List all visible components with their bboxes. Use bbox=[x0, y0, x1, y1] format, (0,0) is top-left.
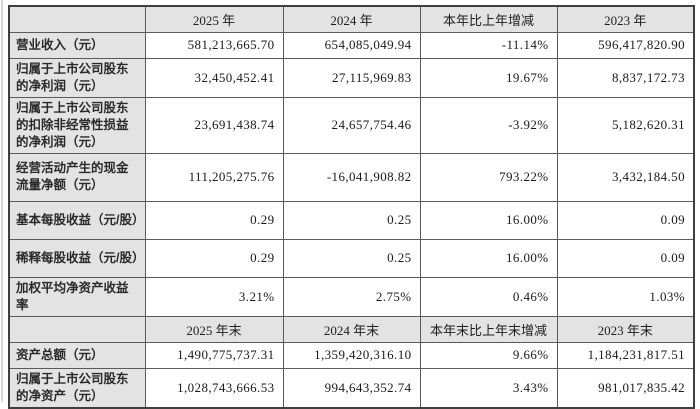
financial-summary-table: 2025 年 2024 年 本年比上年增减 2023 年 营业收入（元） 581… bbox=[8, 5, 695, 409]
value-cell: 0.29 bbox=[144, 200, 284, 240]
value-cell: 23,691,438.74 bbox=[144, 96, 284, 154]
value-cell: 27,115,969.83 bbox=[282, 57, 421, 98]
value-cell: 1,028,743,666.53 bbox=[144, 367, 284, 408]
table-row: 资产总额（元） 1,490,775,737.31 1,359,420,316.1… bbox=[8, 341, 695, 369]
value-cell: 16.00% bbox=[419, 238, 558, 278]
value-cell: 654,085,049.94 bbox=[282, 31, 421, 59]
row-label-weighted-avg-roe: 加权平均净资产收益率 bbox=[8, 276, 146, 317]
value-cell: 1,490,775,737.31 bbox=[144, 341, 284, 369]
value-cell: 1.03% bbox=[556, 276, 695, 317]
value-cell: 581,213,665.70 bbox=[144, 31, 284, 59]
value-cell: 1,184,231,817.51 bbox=[556, 341, 695, 369]
col-header-2025-end: 2025 年末 bbox=[144, 315, 284, 343]
table-row: 归属于上市公司股东的净利润（元） 32,450,452.41 27,115,96… bbox=[8, 57, 695, 98]
corner-cell bbox=[8, 5, 146, 33]
corner-cell bbox=[8, 315, 146, 343]
table-row: 基本每股收益（元/股） 0.29 0.25 16.00% 0.09 bbox=[8, 200, 695, 240]
table-row: 归属于上市公司股东的扣除非经常性损益的净利润（元） 23,691,438.74 … bbox=[8, 96, 695, 154]
value-cell: -11.14% bbox=[419, 31, 558, 59]
value-cell: 994,643,352.74 bbox=[282, 367, 421, 408]
value-cell: 793.22% bbox=[419, 152, 558, 202]
page-edge-line bbox=[1, 0, 3, 402]
value-cell: 9.66% bbox=[419, 341, 558, 369]
value-cell: 0.29 bbox=[144, 238, 284, 278]
assets-header-row: 2025 年末 2024 年末 本年末比上年末增减 2023 年末 bbox=[8, 315, 695, 343]
row-label-net-profit: 归属于上市公司股东的净利润（元） bbox=[8, 57, 146, 98]
row-label-operating-cash-flow: 经营活动产生的现金流量净额（元） bbox=[8, 152, 146, 202]
value-cell: 981,017,835.42 bbox=[556, 367, 695, 408]
col-header-yoy-change: 本年比上年增减 bbox=[419, 5, 558, 33]
value-cell: 5,182,620.31 bbox=[556, 96, 695, 154]
value-cell: -3.92% bbox=[419, 96, 558, 154]
value-cell: 3,432,184.50 bbox=[556, 152, 695, 202]
row-label-revenue: 营业收入（元） bbox=[8, 31, 146, 59]
table-row: 经营活动产生的现金流量净额（元） 111,205,275.76 -16,041,… bbox=[8, 152, 695, 202]
col-header-year-end-change: 本年末比上年末增减 bbox=[419, 315, 558, 343]
value-cell: 2.75% bbox=[282, 276, 421, 317]
value-cell: 0.46% bbox=[419, 276, 558, 317]
row-label-net-assets: 归属于上市公司股东的净资产（元） bbox=[8, 367, 146, 408]
value-cell: 0.09 bbox=[556, 200, 695, 240]
income-header-row: 2025 年 2024 年 本年比上年增减 2023 年 bbox=[8, 5, 695, 33]
col-header-2023: 2023 年 bbox=[556, 5, 695, 33]
value-cell: 0.25 bbox=[282, 238, 421, 278]
value-cell: 32,450,452.41 bbox=[144, 57, 284, 98]
value-cell: 19.67% bbox=[419, 57, 558, 98]
row-label-total-assets: 资产总额（元） bbox=[8, 341, 146, 369]
value-cell: 16.00% bbox=[419, 200, 558, 240]
row-label-diluted-eps: 稀释每股收益（元/股） bbox=[8, 238, 146, 278]
value-cell: 3.43% bbox=[419, 367, 558, 408]
value-cell: 3.21% bbox=[144, 276, 284, 317]
col-header-2024: 2024 年 bbox=[282, 5, 421, 33]
table-row: 归属于上市公司股东的净资产（元） 1,028,743,666.53 994,64… bbox=[8, 367, 695, 408]
col-header-2024-end: 2024 年末 bbox=[282, 315, 421, 343]
col-header-2025: 2025 年 bbox=[144, 5, 284, 33]
value-cell: 596,417,820.90 bbox=[556, 31, 695, 59]
value-cell: 0.25 bbox=[282, 200, 421, 240]
value-cell: 111,205,275.76 bbox=[144, 152, 284, 202]
table-row: 营业收入（元） 581,213,665.70 654,085,049.94 -1… bbox=[8, 31, 695, 59]
col-header-2023-end: 2023 年末 bbox=[556, 315, 695, 343]
table-row: 稀释每股收益（元/股） 0.29 0.25 16.00% 0.09 bbox=[8, 238, 695, 278]
table-row: 加权平均净资产收益率 3.21% 2.75% 0.46% 1.03% bbox=[8, 276, 695, 317]
row-label-net-profit-excl-nonrecurring: 归属于上市公司股东的扣除非经常性损益的净利润（元） bbox=[8, 96, 146, 154]
value-cell: -16,041,908.82 bbox=[282, 152, 421, 202]
value-cell: 24,657,754.46 bbox=[282, 96, 421, 154]
value-cell: 1,359,420,316.10 bbox=[282, 341, 421, 369]
value-cell: 8,837,172.73 bbox=[556, 57, 695, 98]
value-cell: 0.09 bbox=[556, 238, 695, 278]
row-label-basic-eps: 基本每股收益（元/股） bbox=[8, 200, 146, 240]
